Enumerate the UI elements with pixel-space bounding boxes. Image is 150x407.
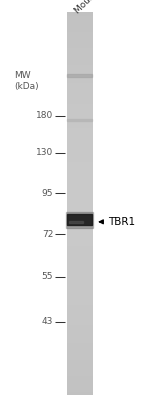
- Bar: [67, 119, 92, 121]
- Bar: [66, 212, 93, 228]
- Text: Mouse brain: Mouse brain: [73, 0, 119, 15]
- Text: 180: 180: [36, 112, 53, 120]
- Text: 72: 72: [42, 230, 53, 239]
- Text: 55: 55: [42, 272, 53, 281]
- Text: TBR1: TBR1: [108, 217, 135, 227]
- Bar: [69, 221, 83, 223]
- Text: 43: 43: [42, 317, 53, 326]
- Bar: [67, 74, 92, 77]
- Text: 130: 130: [36, 148, 53, 157]
- Bar: [67, 214, 92, 225]
- Text: 95: 95: [42, 189, 53, 198]
- Text: MW
(kDa): MW (kDa): [14, 71, 39, 91]
